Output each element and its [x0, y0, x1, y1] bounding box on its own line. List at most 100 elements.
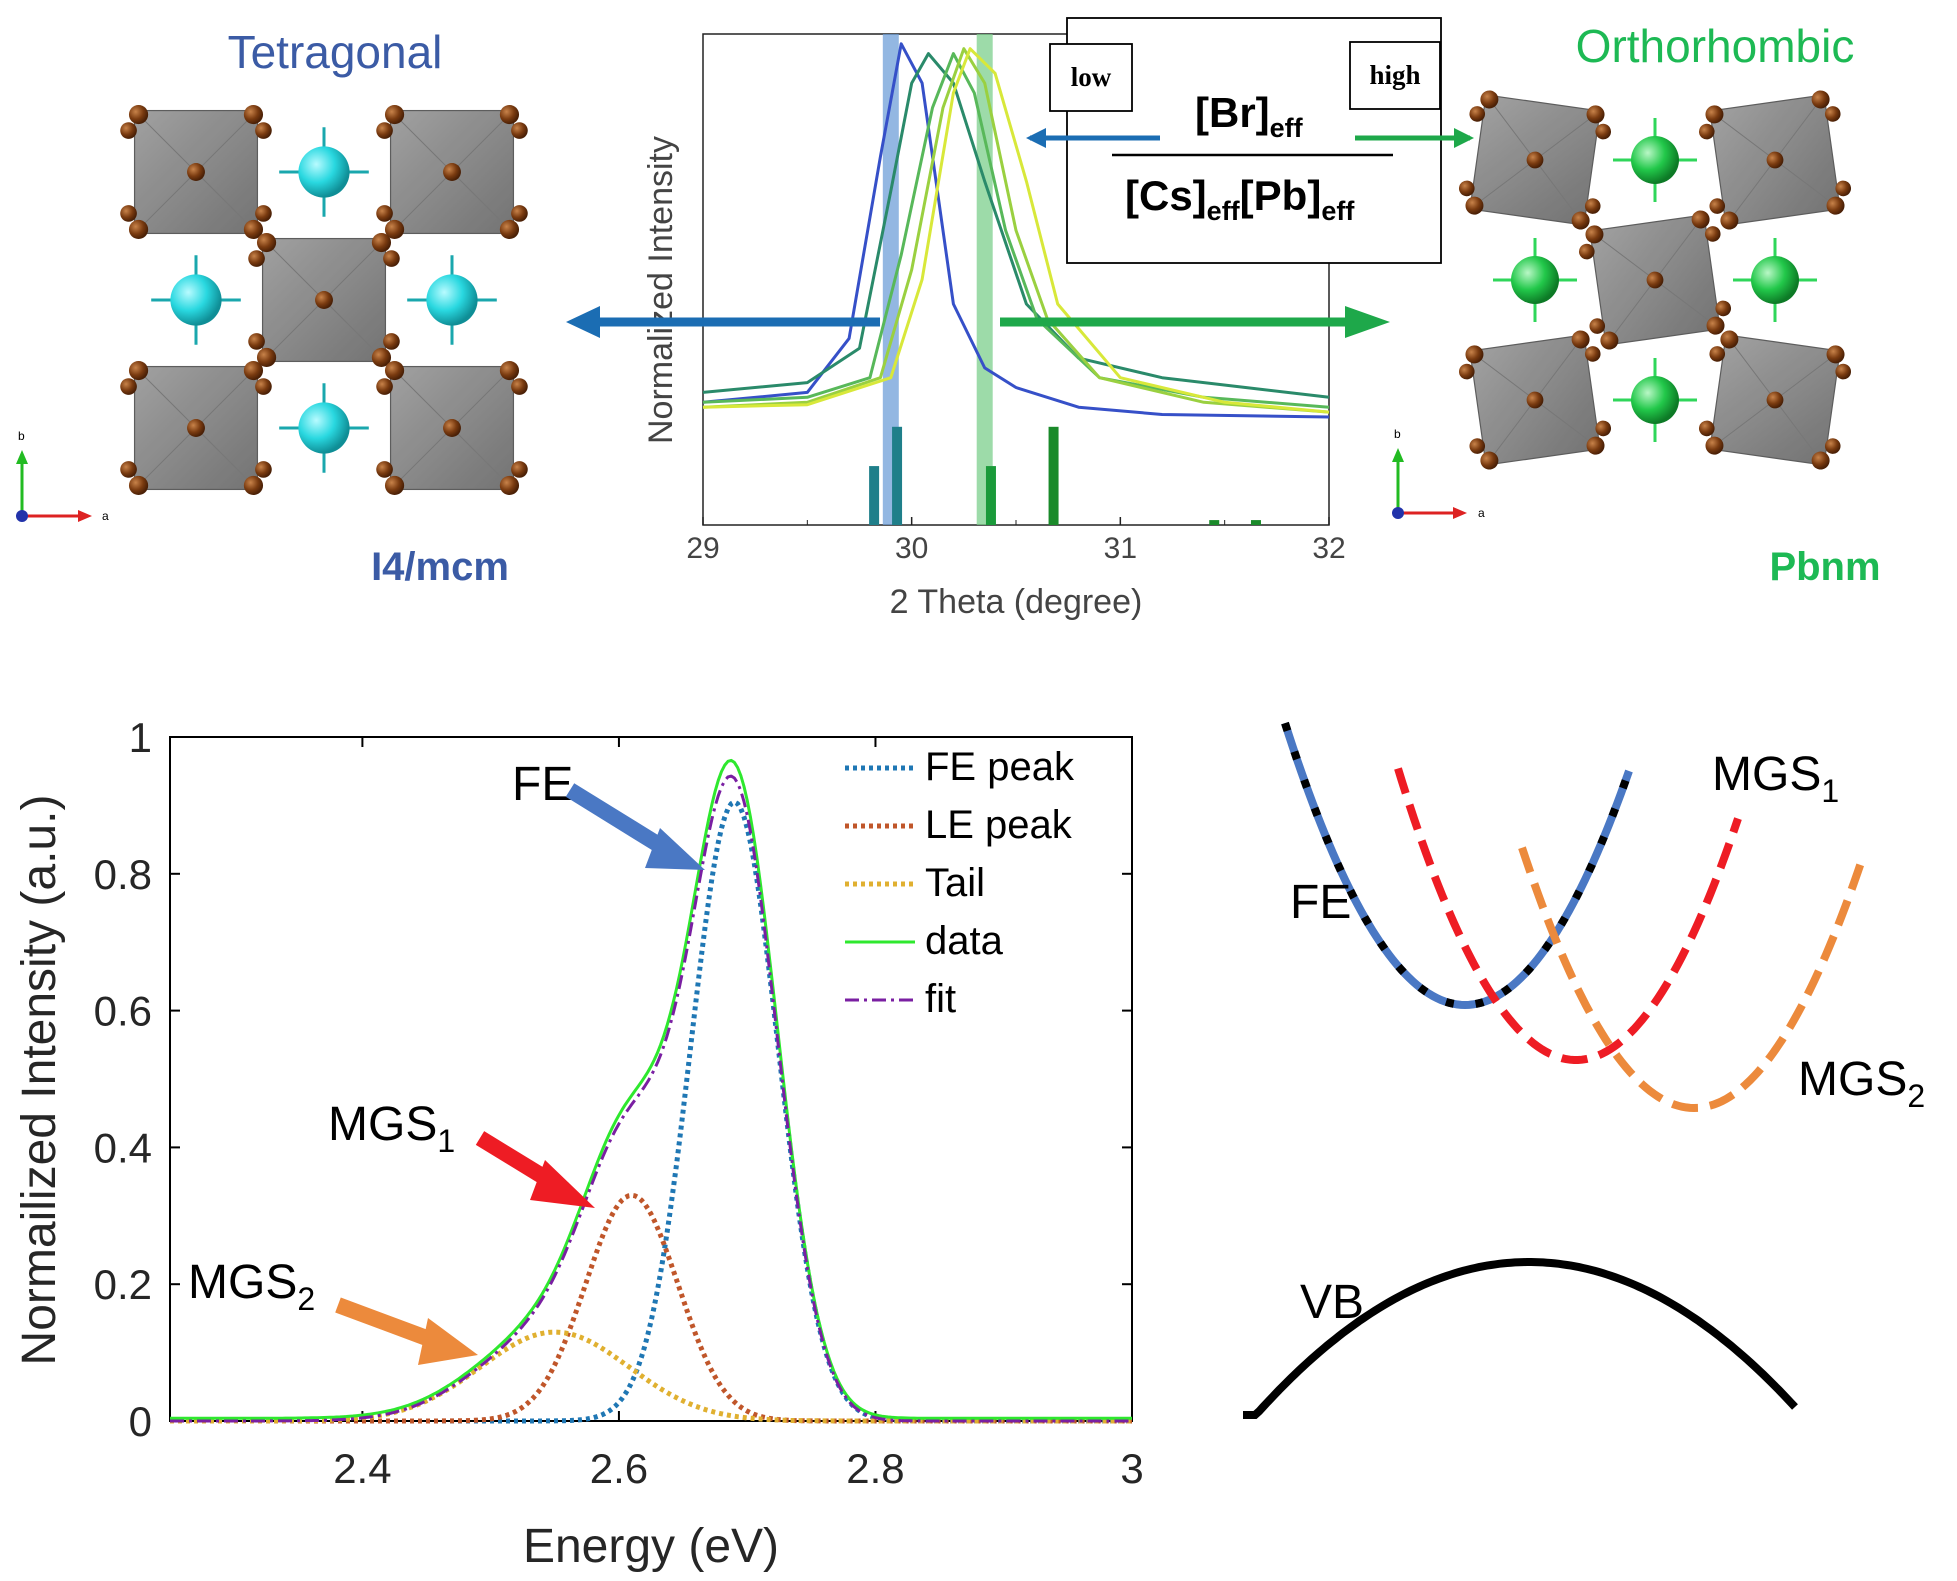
high-label-box	[1349, 41, 1441, 110]
pb-atom	[315, 291, 333, 309]
xrd-x-tick-label: 31	[1104, 532, 1137, 565]
orthorhombic-axis-b-label: b	[1394, 427, 1401, 441]
br-atom	[1705, 105, 1724, 124]
br-atom	[1480, 90, 1499, 109]
cs-atom	[1751, 256, 1799, 304]
xrd-highlight-band	[882, 34, 899, 525]
br-atom	[384, 360, 405, 381]
pl-x-tick-label: 2.4	[333, 1445, 391, 1492]
br-atom	[383, 250, 400, 267]
xrd-x-ticks: 29 30 31 32	[686, 517, 1346, 565]
pl-x-tick-label: 3	[1120, 1445, 1143, 1492]
xrd-reference-bar	[1250, 520, 1261, 525]
br-atom	[376, 122, 393, 139]
pl-x-axis-label: Energy (eV)	[523, 1520, 779, 1573]
cs-atom	[1631, 136, 1679, 184]
br-atom	[371, 347, 392, 368]
br-atom	[1465, 345, 1484, 364]
br-atom	[128, 104, 149, 125]
cs-atom	[298, 146, 350, 198]
orthorhombic-panel: Orthorhombic Pbnm b a	[1392, 20, 1881, 589]
br-atom	[511, 461, 528, 478]
br-atom	[1826, 196, 1845, 215]
energy-schematic: FE MGS1 MGS2 VB	[1243, 721, 1925, 1419]
br-atom	[243, 360, 264, 381]
br-atom	[1835, 180, 1852, 197]
pb-atom	[1526, 391, 1544, 409]
br-atom	[248, 250, 265, 267]
xrd-reference-bar	[985, 466, 996, 525]
xrd-series-line	[702, 47, 1330, 414]
br-atom	[243, 475, 264, 496]
br-atom	[120, 122, 137, 139]
xrd-reference-bar	[1209, 520, 1220, 525]
tetragonal-axis-b-label: b	[18, 429, 25, 443]
tetragonal-structure	[120, 104, 528, 496]
br-atom	[371, 232, 392, 253]
pl-y-tick-label: 1	[129, 714, 152, 761]
pbbr6-octahedron	[1578, 210, 1732, 350]
pbbr6-octahedron	[376, 104, 528, 240]
pl-y-axis-label: Normailized Intensity (a.u.)	[13, 795, 66, 1366]
pl-y-tick-label: 0.8	[94, 851, 152, 898]
br-atom	[1811, 90, 1830, 109]
tetragonal-title: Tetragonal	[228, 26, 443, 78]
arrow-to-tetragonal-head	[566, 306, 600, 338]
br-atom	[1469, 438, 1486, 454]
mgs2-band-curve	[1518, 846, 1866, 1113]
br-atom	[120, 461, 137, 478]
pl-legend-label: fit	[925, 977, 956, 1021]
tetragonal-axis-a-label: a	[102, 509, 109, 523]
pl-legend-label: FE peak	[925, 745, 1075, 789]
xrd-x-axis-label: 2 Theta (degree)	[890, 583, 1143, 621]
br-atom	[243, 104, 264, 125]
br-atom	[1584, 346, 1601, 362]
br-atom	[384, 219, 405, 240]
br-atom	[511, 122, 528, 139]
pl-y-tick-label: 0.4	[94, 1124, 152, 1171]
br-atom	[256, 347, 277, 368]
ratio-numerator: [Br]eff	[1195, 89, 1304, 143]
br-atom	[120, 378, 137, 395]
annotation-fe-label: FE	[512, 758, 573, 811]
pl-x-tick-label: 2.8	[846, 1445, 904, 1492]
pl-legend: FE peak LE peak Tail data fit	[845, 745, 1075, 1021]
pl-y-tick-label: 0.6	[94, 988, 152, 1035]
cs-atom	[1631, 376, 1679, 424]
br-atom	[1584, 198, 1601, 214]
br-atom	[1458, 180, 1475, 197]
xrd-y-axis-label: Normalized Intensity	[642, 136, 680, 444]
schematic-mgs1-label: MGS1	[1712, 748, 1839, 809]
orthorhombic-title: Orthorhombic	[1576, 20, 1855, 72]
xrd-reference-bar	[1048, 426, 1059, 525]
br-atom	[1465, 196, 1484, 215]
br-atom	[499, 219, 520, 240]
pbbr6-octahedron	[376, 360, 528, 496]
br-atom	[255, 378, 272, 395]
br-atom	[243, 219, 264, 240]
ratio-box: low high [Br]eff [Cs]eff[Pb]eff	[1026, 17, 1474, 264]
cs-atom	[170, 274, 222, 326]
br-atom	[1586, 436, 1605, 455]
br-atom	[1469, 106, 1486, 122]
br-atom	[128, 475, 149, 496]
xrd-x-tick-label: 32	[1312, 532, 1345, 565]
orthorhombic-structure	[1458, 90, 1852, 470]
pl-series-line	[170, 758, 1132, 1420]
pl-ticks: 0 0.2 0.4 0.6 0.8 1 2.4 2.6 2.8 3	[94, 714, 1144, 1492]
fe-band-dash	[1281, 721, 1633, 1010]
pb-atom	[443, 419, 461, 437]
br-atom	[1595, 420, 1612, 437]
cs-atom	[298, 402, 350, 454]
br-atom	[1715, 300, 1732, 317]
br-atom	[376, 378, 393, 395]
br-atom	[1698, 123, 1715, 140]
br-atom	[128, 360, 149, 381]
br-atom	[1458, 363, 1475, 380]
br-atom	[1585, 225, 1604, 244]
br-atom	[1706, 316, 1725, 335]
br-atom	[128, 219, 149, 240]
br-atom	[383, 333, 400, 350]
br-atom	[1720, 211, 1739, 230]
br-atom	[384, 104, 405, 125]
